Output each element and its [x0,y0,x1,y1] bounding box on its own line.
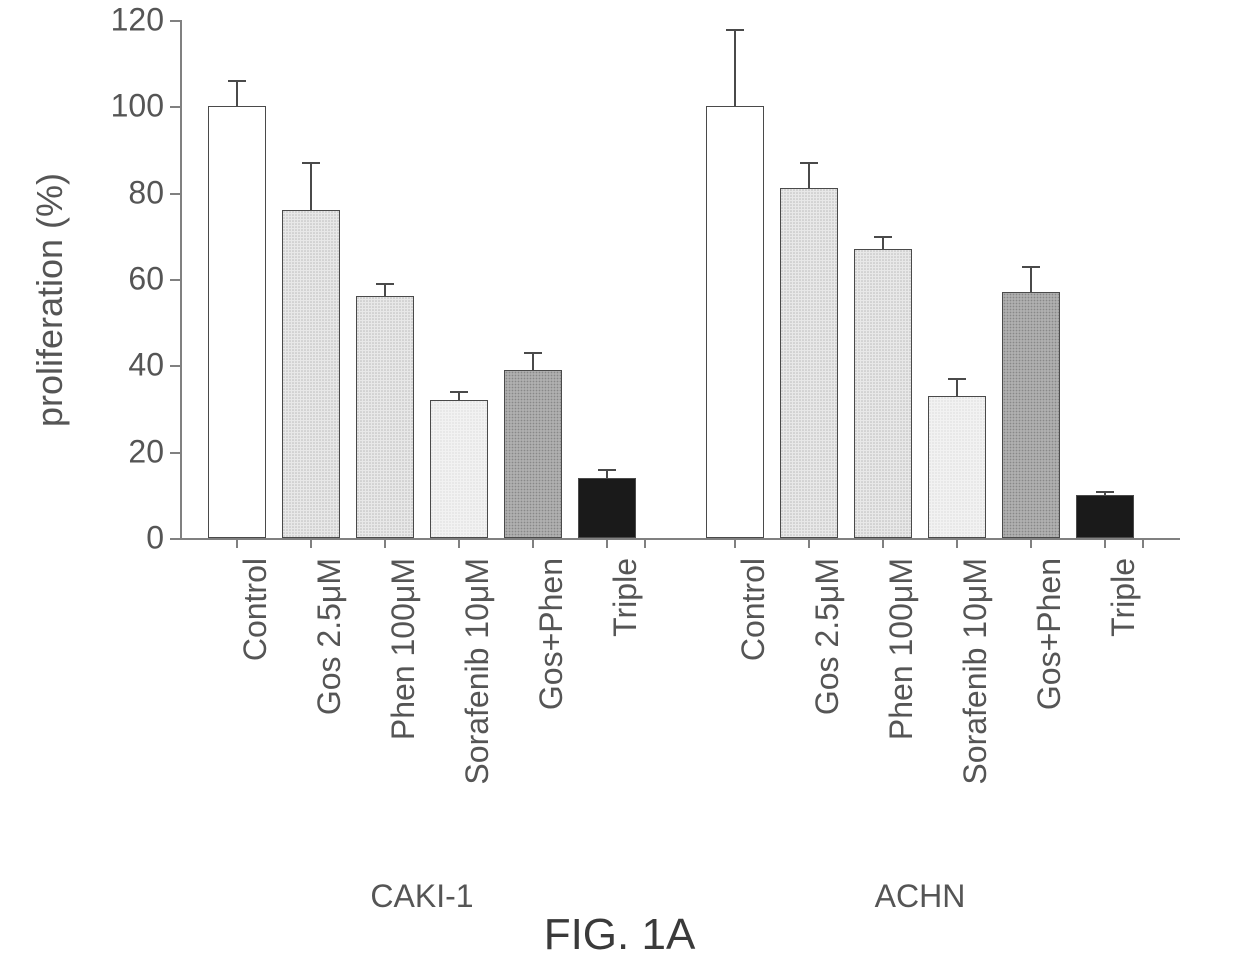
y-tick [170,193,182,195]
error-cap [228,80,246,82]
y-tick-label: 80 [128,174,164,211]
y-tick-label: 20 [128,433,164,470]
x-category-label: Gos 2.5μM [809,558,846,715]
bar [208,106,266,538]
x-category-label: Gos+Phen [1031,558,1068,710]
error-cap [1096,491,1114,493]
x-category-label: Triple [607,558,644,637]
y-tick [170,106,182,108]
x-category-label: Gos+Phen [533,558,570,710]
figure-caption: FIG. 1A [544,910,696,960]
bar [1076,495,1134,538]
x-category-label: Phen 100μM [883,558,920,740]
error-cap [450,391,468,393]
error-bar [236,80,238,106]
group-separator-tick [1142,538,1144,548]
x-tick [1030,538,1032,548]
bar [706,106,764,538]
bar [430,400,488,538]
plot-area: 020406080100120ControlGos 2.5μMPhen 100μ… [180,20,1180,540]
x-category-label: Control [237,558,274,661]
x-tick [236,538,238,548]
x-category-label: Gos 2.5μM [311,558,348,715]
error-cap [800,162,818,164]
error-cap [524,352,542,354]
y-tick [170,538,182,540]
y-tick-label: 100 [111,88,164,125]
y-tick-label: 40 [128,347,164,384]
error-bar [1030,266,1032,292]
error-bar [956,378,958,395]
bar [780,188,838,538]
bar [356,296,414,538]
error-bar [532,352,534,369]
y-tick [170,20,182,22]
y-tick [170,452,182,454]
error-bar [808,162,810,188]
x-tick [808,538,810,548]
y-tick [170,365,182,367]
group-separator-tick [644,538,646,548]
x-tick [458,538,460,548]
bar [928,396,986,538]
error-cap [726,29,744,31]
bar [282,210,340,538]
group-label: ACHN [875,878,966,915]
error-cap [874,236,892,238]
error-cap [302,162,320,164]
x-tick [532,538,534,548]
y-tick [170,279,182,281]
error-cap [376,283,394,285]
error-cap [1022,266,1040,268]
x-category-label: Control [735,558,772,661]
y-tick-label: 0 [146,520,164,557]
bar [578,478,636,538]
error-bar [310,162,312,209]
x-tick [606,538,608,548]
bar [504,370,562,538]
proliferation-bar-chart: proliferation (%) 020406080100120Control… [60,20,1180,580]
x-category-label: Triple [1105,558,1142,637]
x-tick [310,538,312,548]
x-tick [956,538,958,548]
error-cap [948,378,966,380]
error-bar [734,29,736,107]
x-category-label: Sorafenib 10μM [957,558,994,785]
bar [1002,292,1060,538]
y-tick-label: 60 [128,261,164,298]
error-cap [598,469,616,471]
x-tick [734,538,736,548]
x-category-label: Phen 100μM [385,558,422,740]
x-category-label: Sorafenib 10μM [459,558,496,785]
y-tick-label: 120 [111,2,164,39]
y-axis-label: proliferation (%) [29,173,71,427]
x-tick [882,538,884,548]
x-tick [384,538,386,548]
bar [854,249,912,538]
group-label: CAKI-1 [370,878,473,915]
x-tick [1104,538,1106,548]
